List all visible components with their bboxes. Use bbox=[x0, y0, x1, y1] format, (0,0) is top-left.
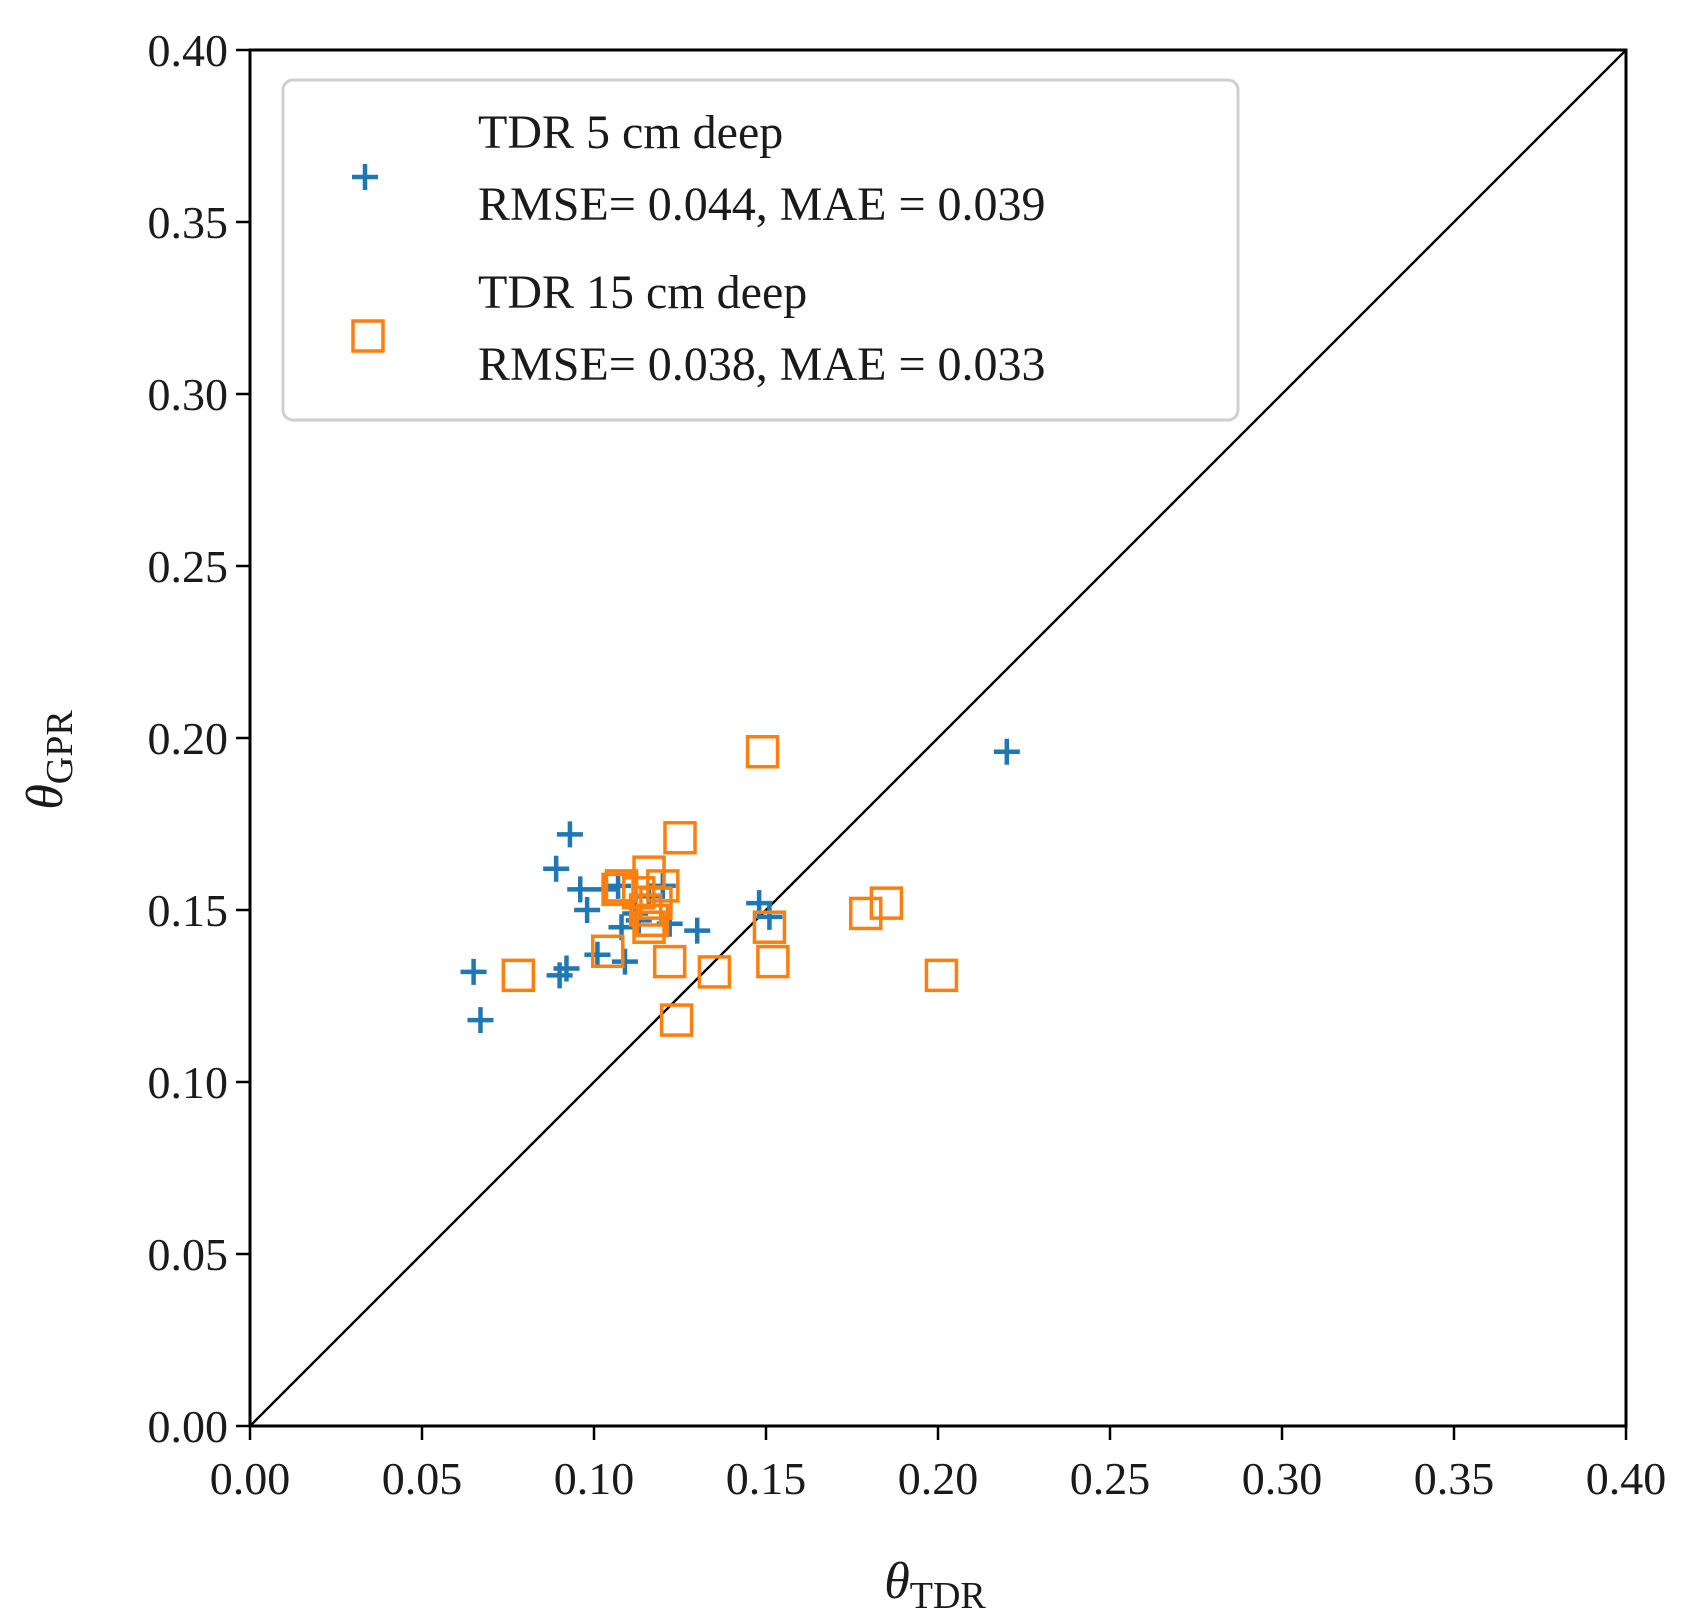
legend-label-series-1: TDR 5 cm deep bbox=[478, 106, 783, 159]
y-tick-label: 0.00 bbox=[148, 1401, 229, 1452]
y-tick-label: 0.30 bbox=[148, 369, 229, 420]
y-tick-label: 0.25 bbox=[148, 541, 229, 592]
y-axis-symbol: θ bbox=[17, 784, 74, 810]
axis-ticks: 0.00 0.05 0.10 0.15 0.20 0.25 0.30 0.35 0.40 0.00… bbox=[148, 25, 1667, 1504]
point-series-1 bbox=[567, 876, 594, 903]
point-series-2 bbox=[869, 886, 904, 920]
point-series-1 bbox=[574, 897, 601, 923]
x-tick-label: 0.35 bbox=[1414, 1453, 1495, 1504]
y-tick-label: 0.35 bbox=[148, 197, 229, 248]
x-tick-label: 0.05 bbox=[382, 1453, 463, 1504]
x-axis-symbol: θ bbox=[884, 1553, 910, 1610]
point-series-1 bbox=[684, 917, 711, 944]
point-series-2 bbox=[752, 910, 787, 944]
point-series-1 bbox=[556, 821, 583, 848]
point-series-2 bbox=[756, 944, 790, 979]
point-series-2 bbox=[652, 944, 687, 979]
point-series-2 bbox=[591, 934, 625, 969]
point-series-1 bbox=[605, 872, 632, 899]
point-series-2 bbox=[849, 896, 883, 931]
x-axis-label: θTDR bbox=[884, 1553, 986, 1617]
x-tick-label: 0.25 bbox=[1070, 1453, 1151, 1504]
legend-marker-plus bbox=[352, 164, 378, 190]
x-tick-label: 0.30 bbox=[1242, 1453, 1323, 1504]
point-series-2 bbox=[639, 886, 673, 920]
data-points bbox=[460, 735, 1020, 1037]
legend-square-glyph bbox=[351, 319, 385, 353]
legend-stats-series-1: RMSE= 0.044, MAE = 0.039 bbox=[478, 178, 1046, 231]
x-tick-label: 0.10 bbox=[554, 1453, 635, 1504]
point-series-2 bbox=[745, 735, 780, 769]
y-tick-label: 0.10 bbox=[148, 1057, 229, 1108]
point-series-2 bbox=[635, 903, 670, 938]
legend-box bbox=[281, 78, 1240, 422]
legend: TDR 5 cm deep RMSE= 0.044, MAE = 0.039 T… bbox=[281, 78, 1240, 422]
point-series-1 bbox=[611, 948, 638, 975]
x-tick-label: 0.40 bbox=[1586, 1453, 1667, 1504]
y-axis-subscript: GPR bbox=[39, 710, 81, 785]
y-tick-label: 0.05 bbox=[148, 1229, 229, 1280]
point-series-2 bbox=[628, 893, 663, 927]
y-tick-label: 0.20 bbox=[148, 713, 229, 764]
y-tick-label: 0.40 bbox=[148, 25, 229, 76]
y-tick-label: 0.15 bbox=[148, 885, 229, 936]
legend-stats-series-2: RMSE= 0.038, MAE = 0.033 bbox=[478, 338, 1046, 391]
x-tick-label: 0.15 bbox=[726, 1453, 807, 1504]
x-tick-label: 0.00 bbox=[210, 1453, 291, 1504]
plot-frame bbox=[248, 48, 1628, 1428]
point-series-1 bbox=[553, 955, 580, 982]
point-series-2 bbox=[501, 958, 536, 993]
point-series-2 bbox=[697, 955, 732, 989]
x-axis-subscript: TDR bbox=[910, 1575, 987, 1617]
point-series-2 bbox=[663, 821, 697, 855]
reference-line-group bbox=[249, 49, 1627, 1427]
point-series-2 bbox=[659, 1003, 694, 1037]
legend-plus-glyph bbox=[352, 164, 378, 190]
legend-label-series-2: TDR 15 cm deep bbox=[478, 266, 807, 319]
point-series-2 bbox=[646, 869, 680, 903]
identity-line bbox=[249, 49, 1627, 1427]
point-series-2 bbox=[632, 910, 666, 944]
y-axis-label: θGPR bbox=[17, 710, 81, 810]
point-series-1 bbox=[543, 855, 570, 882]
point-series-2 bbox=[601, 872, 635, 907]
legend-marker-square bbox=[351, 319, 385, 353]
x-tick-label: 0.20 bbox=[898, 1453, 979, 1504]
point-series-1 bbox=[756, 903, 783, 930]
point-series-2 bbox=[924, 958, 959, 993]
point-series-1 bbox=[584, 941, 611, 968]
point-series-1 bbox=[460, 958, 487, 985]
point-series-1 bbox=[467, 1007, 494, 1034]
point-series-1 bbox=[993, 738, 1020, 765]
